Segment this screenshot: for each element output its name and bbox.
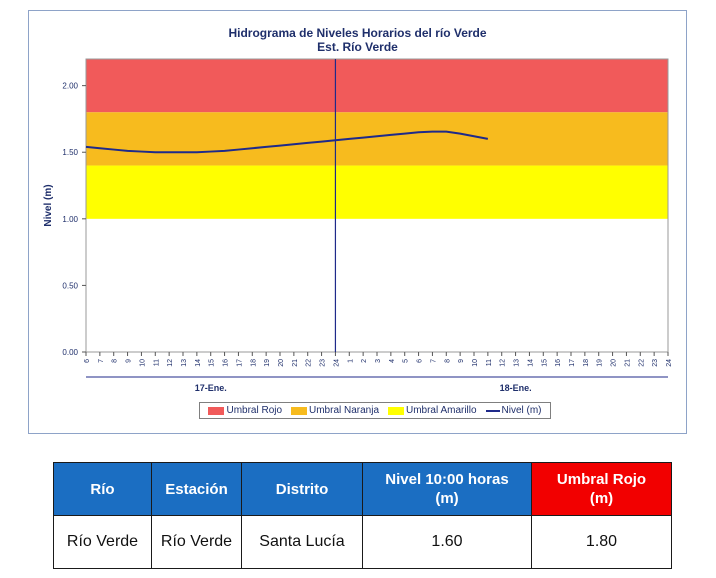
table-row: Río Verde Río Verde Santa Lucía 1.60 1.8… xyxy=(53,515,672,569)
y-tick-label: 0.50 xyxy=(62,281,78,290)
x-tick-label: 15 xyxy=(541,359,548,367)
day-label-17: 17-Ene. xyxy=(195,383,227,393)
x-tick-label: 21 xyxy=(292,359,299,367)
x-tick-label: 8 xyxy=(444,359,451,363)
x-tick-label: 4 xyxy=(389,359,396,363)
x-tick-label: 9 xyxy=(458,359,465,363)
x-tick-label: 14 xyxy=(195,359,202,367)
x-tick-label: 24 xyxy=(666,359,673,367)
x-tick-label: 2 xyxy=(361,359,368,363)
y-tick-label: 0.00 xyxy=(62,348,78,357)
cell-umbral-rojo: 1.80 xyxy=(531,515,672,569)
y-tick-label: 1.50 xyxy=(62,148,78,157)
legend-swatch-red xyxy=(208,406,225,415)
x-tick-label: 9 xyxy=(126,359,133,363)
x-tick-label: 19 xyxy=(264,359,271,367)
x-tick-label: 15 xyxy=(209,359,216,367)
x-tick-label: 23 xyxy=(320,359,327,367)
band-umbral-amarillo xyxy=(86,165,668,219)
x-tick-label: 17 xyxy=(236,359,243,367)
x-tick-label: 7 xyxy=(430,359,437,363)
header-distrito: Distrito xyxy=(241,462,363,516)
x-tick-label: 12 xyxy=(500,359,507,367)
legend-label-red: Umbral Rojo xyxy=(226,405,283,416)
chart-legend: Umbral Rojo Umbral Naranja Umbral Amaril… xyxy=(199,402,551,419)
table-header-row: Río Estación Distrito Nivel 10:00 horas … xyxy=(53,462,672,516)
x-tick-label: 20 xyxy=(278,359,285,367)
legend-item-red: Umbral Rojo xyxy=(208,405,282,416)
header-nivel: Nivel 10:00 horas (m) xyxy=(362,462,532,516)
x-tick-label: 16 xyxy=(555,359,562,367)
x-tick-label: 24 xyxy=(333,359,340,367)
legend-swatch-level xyxy=(485,409,500,412)
x-tick-label: 18 xyxy=(250,359,257,367)
legend-item-level: Nivel (m) xyxy=(485,405,542,416)
x-tick-label: 19 xyxy=(597,359,604,367)
band-umbral-rojo xyxy=(86,59,668,113)
legend-label-yellow: Umbral Amarillo xyxy=(405,405,477,416)
header-umbral-rojo: Umbral Rojo (m) xyxy=(531,462,672,516)
legend-swatch-yellow xyxy=(387,406,404,415)
legend-swatch-orange xyxy=(291,406,307,415)
cell-estacion: Río Verde xyxy=(151,515,242,569)
series-line-nivel xyxy=(85,130,489,154)
header-estacion: Estación xyxy=(151,462,242,516)
x-tick-label: 22 xyxy=(306,359,313,367)
x-tick-label: 20 xyxy=(611,359,618,367)
x-tick-label: 21 xyxy=(624,359,631,367)
x-tick-label: 17 xyxy=(569,359,576,367)
x-tick-label: 6 xyxy=(417,359,424,363)
chart-title: Hidrograma de Niveles Horarios del río V… xyxy=(29,26,686,54)
x-tick-label: 18 xyxy=(583,359,590,367)
y-axis-label: Nivel (m) xyxy=(43,184,54,226)
x-tick-label: 16 xyxy=(223,359,230,367)
x-tick-label: 7 xyxy=(98,359,105,363)
x-tick-label: 3 xyxy=(375,359,382,363)
header-rio: Río xyxy=(53,462,152,516)
chart-frame: Hidrograma de Niveles Horarios del río V… xyxy=(28,10,687,434)
x-tick-label: 13 xyxy=(181,359,188,367)
chart-title-main: Hidrograma de Niveles Horarios del río V… xyxy=(228,26,487,40)
legend-label-orange: Umbral Naranja xyxy=(309,405,380,416)
x-tick-label: 23 xyxy=(652,359,659,367)
x-tick-label: 1 xyxy=(347,359,354,363)
x-tick-label: 8 xyxy=(112,359,119,363)
y-tick-label: 2.00 xyxy=(62,82,78,91)
legend-item-orange: Umbral Naranja xyxy=(291,405,379,416)
x-tick-label: 12 xyxy=(167,359,174,367)
x-tick-label: 11 xyxy=(486,359,493,366)
chart-subtitle: Est. Río Verde xyxy=(317,40,398,54)
x-tick-label: 13 xyxy=(514,359,521,367)
band-umbral-naranja xyxy=(86,112,668,166)
x-tick-label: 22 xyxy=(638,359,645,367)
x-tick-label: 10 xyxy=(472,359,479,367)
legend-label-level: Nivel (m) xyxy=(501,405,542,416)
legend-item-yellow: Umbral Amarillo xyxy=(387,405,477,416)
x-tick-label: 14 xyxy=(527,359,534,367)
x-tick-label: 10 xyxy=(139,359,146,367)
y-tick-label: 1.00 xyxy=(62,215,78,224)
level-table: Río Estación Distrito Nivel 10:00 horas … xyxy=(53,462,672,569)
cell-rio: Río Verde xyxy=(53,515,152,569)
cell-distrito: Santa Lucía xyxy=(241,515,363,569)
x-tick-label: 5 xyxy=(403,359,410,363)
x-tick-label: 6 xyxy=(84,359,91,363)
day-label-18: 18-Ene. xyxy=(500,383,532,393)
cell-nivel: 1.60 xyxy=(362,515,532,569)
x-tick-label: 11 xyxy=(153,359,160,366)
